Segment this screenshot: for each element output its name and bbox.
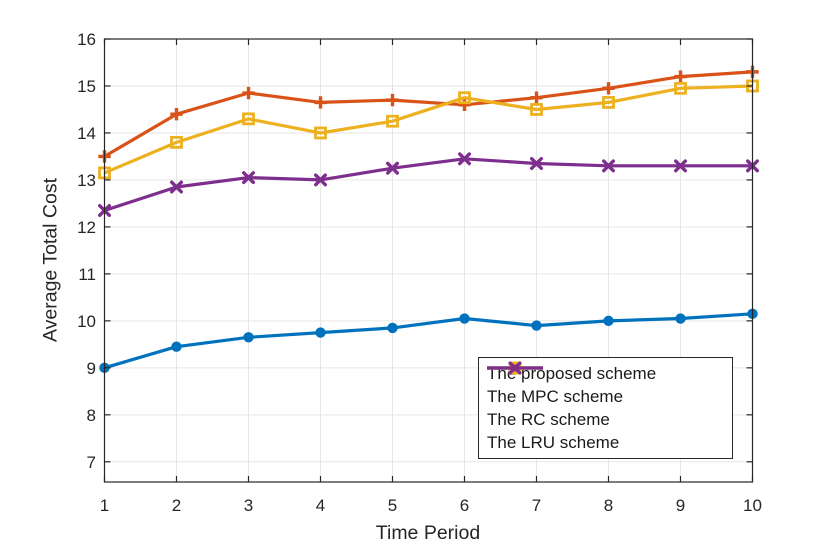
legend-marker-x <box>508 361 522 375</box>
legend-label: The MPC scheme <box>487 386 624 406</box>
y-tick-label: 9 <box>87 359 96 378</box>
y-tick-label: 7 <box>87 453 96 472</box>
y-tick-label: 8 <box>87 406 96 425</box>
data-point-square <box>386 114 399 128</box>
data-point-plus <box>386 93 399 107</box>
x-tick-label: 1 <box>100 496 109 515</box>
data-point-x <box>602 159 615 173</box>
x-tick-label: 7 <box>532 496 541 515</box>
y-tick-label: 12 <box>77 218 96 237</box>
x-tick-label: 2 <box>172 496 181 515</box>
series-line <box>103 84 753 175</box>
x-tick-label: 5 <box>388 496 397 515</box>
y-axis-label: Average Total Cost <box>39 177 62 343</box>
data-point-x <box>386 161 399 175</box>
legend-entry: The LRU scheme <box>479 361 732 455</box>
data-point-x <box>530 156 543 170</box>
data-point-x <box>242 171 255 185</box>
x-tick-label: 8 <box>604 496 613 515</box>
x-tick-label: 6 <box>460 496 469 515</box>
data-point-plus <box>674 70 687 83</box>
legend-entry: The RC scheme <box>479 361 732 431</box>
legend-line-sample <box>487 361 543 375</box>
y-tick-label: 14 <box>77 124 96 143</box>
data-point-square <box>242 112 255 126</box>
legend-label: The RC scheme <box>487 409 610 429</box>
data-point-square <box>314 126 327 140</box>
data-point-circle <box>243 332 254 343</box>
data-point-circle <box>531 320 542 331</box>
data-point-square <box>458 91 471 105</box>
legend-label: The LRU scheme <box>487 433 620 453</box>
data-point-square <box>602 96 615 109</box>
data-point-circle <box>387 322 398 334</box>
y-tick-label: 11 <box>78 265 96 284</box>
data-point-circle <box>675 313 686 324</box>
x-tick-label: 3 <box>244 496 253 515</box>
axes-frame <box>103 38 754 483</box>
x-axis-label: Time Period <box>375 522 481 544</box>
x-tick-label: 4 <box>316 496 325 515</box>
y-tick-label: 15 <box>77 77 96 96</box>
data-point-plus <box>314 96 327 109</box>
data-point-plus <box>602 82 615 95</box>
data-point-x <box>674 159 687 173</box>
data-point-plus <box>530 91 543 104</box>
legend: The proposed scheme The MPC scheme The RC … <box>478 357 733 459</box>
data-point-square <box>170 135 183 149</box>
data-point-plus <box>170 107 183 121</box>
data-point-x <box>314 173 327 187</box>
data-point-plus <box>242 86 255 100</box>
data-point-circle <box>603 315 614 327</box>
x-tick-label: 9 <box>676 496 685 515</box>
data-point-x <box>458 152 471 166</box>
series-line <box>103 70 753 158</box>
data-point-square <box>674 81 687 95</box>
data-point-x <box>170 180 183 194</box>
legend-entry: The MPC scheme <box>479 362 732 408</box>
data-point-circle <box>459 313 470 324</box>
y-tick-label: 10 <box>77 312 96 331</box>
series-line <box>104 312 753 370</box>
data-point-plus <box>458 98 471 111</box>
y-tick-label: 13 <box>77 171 96 190</box>
data-point-square <box>530 103 543 116</box>
data-point-circle <box>171 341 182 352</box>
series-line <box>104 157 753 213</box>
data-point-circle <box>315 327 326 338</box>
y-tick-label: 16 <box>77 30 96 49</box>
x-tick-label: 10 <box>743 496 762 515</box>
